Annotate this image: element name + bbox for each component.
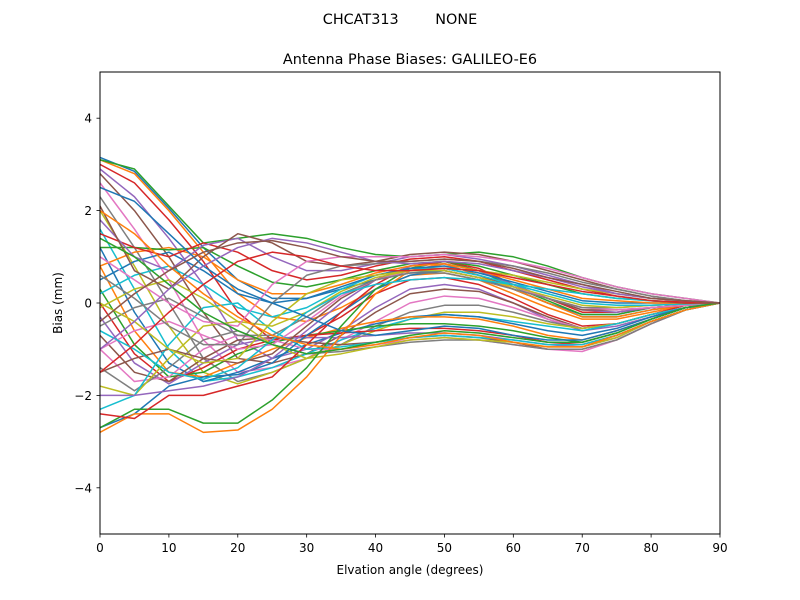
series-line-40 <box>100 276 720 380</box>
series-line-44 <box>100 251 720 373</box>
x-tick-label: 60 <box>506 541 521 555</box>
x-tick-label: 70 <box>575 541 590 555</box>
series-layer <box>100 156 720 434</box>
y-tick-label: −2 <box>74 389 92 403</box>
series-line-42 <box>100 209 720 350</box>
series-line-46 <box>100 239 720 323</box>
y-axis: −4 −2 0 2 4 <box>74 112 100 495</box>
chart-suptitle: CHCAT313 NONE <box>323 12 477 28</box>
y-tick-label: −4 <box>74 481 92 495</box>
y-tick-label: 2 <box>84 204 92 218</box>
x-tick-label: 20 <box>230 541 245 555</box>
x-tick-label: 40 <box>368 541 383 555</box>
y-tick-label: 4 <box>84 112 92 126</box>
series-line-18 <box>100 302 720 392</box>
y-axis-label: Bias (mm) <box>51 272 65 334</box>
chart-title: Antenna Phase Biases: GALILEO-E6 <box>283 52 537 68</box>
x-tick-label: 10 <box>161 541 176 555</box>
x-tick-label: 30 <box>299 541 314 555</box>
x-tick-label: 80 <box>643 541 658 555</box>
x-axis: 0 10 20 30 40 50 60 70 80 90 <box>96 534 728 555</box>
x-axis-label: Elvation angle (degrees) <box>337 563 484 577</box>
y-tick-label: 0 <box>84 297 92 311</box>
series-line-37 <box>100 253 720 327</box>
series-line-45 <box>100 237 720 350</box>
series-line-19 <box>100 302 720 397</box>
series-line-31 <box>100 251 720 304</box>
series-line-43 <box>100 237 720 355</box>
x-tick-label: 50 <box>437 541 452 555</box>
x-tick-label: 90 <box>712 541 727 555</box>
x-tick-label: 0 <box>96 541 104 555</box>
